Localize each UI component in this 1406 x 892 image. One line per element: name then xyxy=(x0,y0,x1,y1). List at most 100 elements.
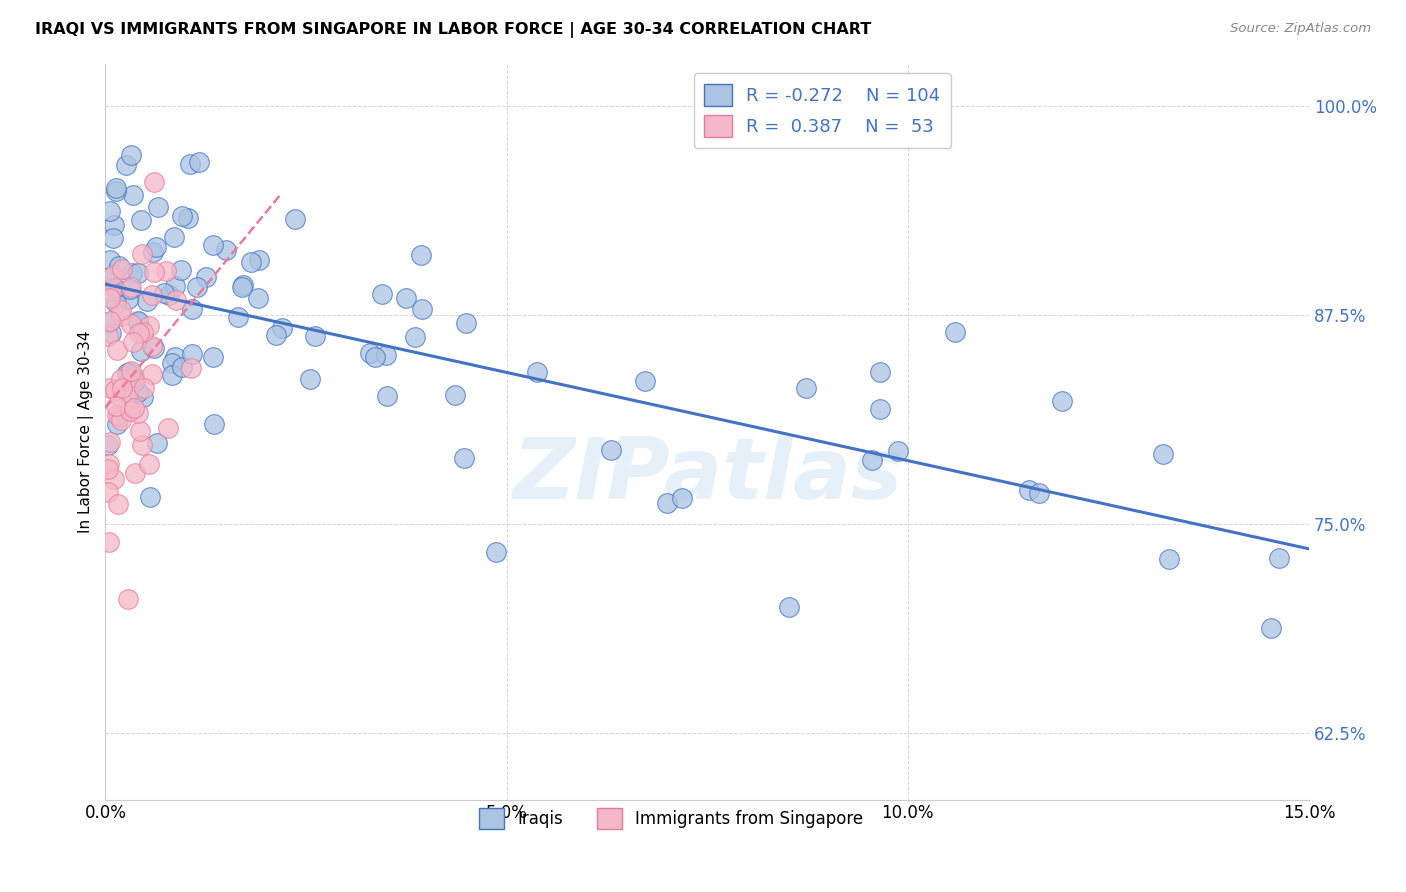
Point xyxy=(887,444,910,458)
Point xyxy=(1260,621,1282,635)
Point xyxy=(105,409,128,423)
Point xyxy=(127,315,149,329)
Point xyxy=(108,409,131,424)
Point xyxy=(110,302,132,317)
Point xyxy=(97,315,120,329)
Point xyxy=(142,245,165,260)
Point xyxy=(170,262,193,277)
Point xyxy=(201,351,224,365)
Point xyxy=(100,291,122,305)
Point xyxy=(104,184,127,198)
Point xyxy=(97,438,120,452)
Point xyxy=(201,238,224,252)
Point xyxy=(148,201,170,215)
Point xyxy=(526,366,548,380)
Point xyxy=(1267,551,1289,566)
Point xyxy=(160,368,183,383)
Point xyxy=(364,350,387,364)
Point xyxy=(121,266,143,280)
Point xyxy=(165,293,187,308)
Point xyxy=(304,329,326,343)
Point xyxy=(139,491,162,505)
Point xyxy=(141,339,163,353)
Point xyxy=(138,318,160,333)
Point xyxy=(240,255,263,269)
Point xyxy=(104,384,127,398)
Point xyxy=(135,294,157,309)
Point xyxy=(160,356,183,370)
Point xyxy=(129,424,152,438)
Point xyxy=(181,347,204,361)
Point xyxy=(120,364,142,378)
Point xyxy=(141,288,163,302)
Point xyxy=(97,271,120,285)
Point xyxy=(172,210,194,224)
Point xyxy=(359,346,381,360)
Point xyxy=(127,314,149,328)
Point xyxy=(145,240,167,254)
Point xyxy=(1152,447,1174,461)
Point xyxy=(444,387,467,401)
Point xyxy=(228,310,250,324)
Point xyxy=(374,348,396,362)
Point xyxy=(657,496,679,510)
Point xyxy=(107,285,129,299)
Point xyxy=(98,434,121,449)
Point xyxy=(404,330,426,344)
Point xyxy=(115,366,138,380)
Point xyxy=(370,286,392,301)
Point xyxy=(138,457,160,471)
Point xyxy=(1028,485,1050,500)
Point xyxy=(97,461,120,475)
Point xyxy=(124,369,146,384)
Point xyxy=(100,284,122,298)
Point xyxy=(121,335,143,350)
Point xyxy=(146,436,169,450)
Point xyxy=(153,285,176,300)
Point xyxy=(299,372,322,386)
Point xyxy=(266,328,288,343)
Point xyxy=(101,268,124,282)
Point xyxy=(120,280,142,294)
Point xyxy=(270,320,292,334)
Point xyxy=(671,491,693,505)
Point xyxy=(165,350,187,364)
Point xyxy=(128,326,150,340)
Point xyxy=(105,343,128,357)
Point xyxy=(103,218,125,232)
Point xyxy=(132,380,155,394)
Point xyxy=(117,292,139,306)
Text: IRAQI VS IMMIGRANTS FROM SINGAPORE IN LABOR FORCE | AGE 30-34 CORRELATION CHART: IRAQI VS IMMIGRANTS FROM SINGAPORE IN LA… xyxy=(35,22,872,38)
Point xyxy=(131,247,153,261)
Point xyxy=(869,365,891,379)
Point xyxy=(869,402,891,417)
Point xyxy=(204,417,226,432)
Point xyxy=(485,545,508,559)
Point xyxy=(97,458,120,472)
Point xyxy=(124,401,146,415)
Point xyxy=(395,291,418,305)
Point xyxy=(454,317,477,331)
Point xyxy=(181,302,204,317)
Point xyxy=(110,392,132,406)
Point xyxy=(778,599,800,614)
Point xyxy=(179,156,201,170)
Point xyxy=(411,301,433,316)
Point xyxy=(124,374,146,388)
Point xyxy=(375,389,398,403)
Point xyxy=(860,452,883,467)
Point xyxy=(215,244,238,258)
Point xyxy=(107,497,129,511)
Point xyxy=(129,344,152,359)
Point xyxy=(120,318,142,332)
Point xyxy=(118,365,141,379)
Point xyxy=(284,212,307,227)
Point xyxy=(246,291,269,305)
Point xyxy=(142,175,165,189)
Text: Source: ZipAtlas.com: Source: ZipAtlas.com xyxy=(1230,22,1371,36)
Point xyxy=(143,265,166,279)
Point xyxy=(124,467,146,481)
Point xyxy=(634,374,657,388)
Point xyxy=(127,406,149,420)
Point xyxy=(104,296,127,310)
